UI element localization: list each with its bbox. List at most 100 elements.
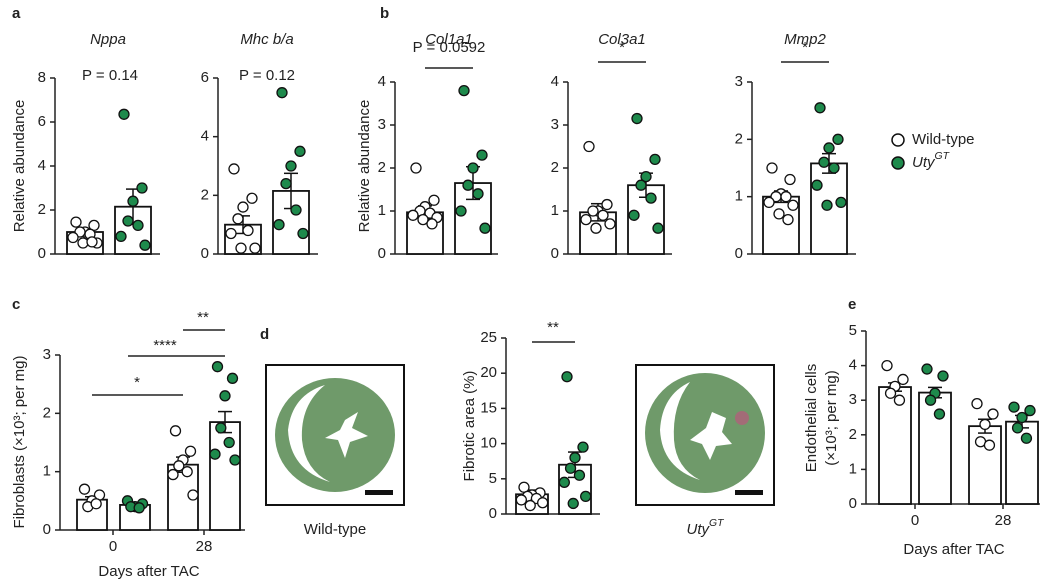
y-tick-label: 0 xyxy=(849,495,857,512)
y-axis-label: Relative abundance xyxy=(11,100,28,233)
legend-label-sup: GT xyxy=(935,151,950,162)
y-axis-label: (×10³; per mg) xyxy=(823,370,840,465)
y-tick-label: 2 xyxy=(38,201,46,218)
y-tick-label: 5 xyxy=(489,470,497,487)
y-tick-label: 0 xyxy=(378,245,386,262)
scale-bar xyxy=(735,490,763,495)
data-point xyxy=(1016,411,1028,424)
data-point xyxy=(215,422,227,434)
y-tick-label: 1 xyxy=(551,202,559,219)
data-point xyxy=(515,494,527,506)
bar xyxy=(209,421,241,531)
fibrotic-region xyxy=(735,411,749,425)
data-point xyxy=(455,205,467,217)
x-axis-label: Days after TAC xyxy=(903,541,1004,558)
y-tick-label: 0 xyxy=(38,245,46,262)
y-tick-label: 1 xyxy=(849,460,857,477)
y-tick-label: 4 xyxy=(378,73,386,90)
data-point xyxy=(223,436,235,449)
y-tick-label: 2 xyxy=(43,404,51,421)
data-point xyxy=(924,394,937,406)
y-tick-label: 1 xyxy=(43,463,51,480)
significance-label: **** xyxy=(153,337,177,354)
data-point xyxy=(78,483,91,495)
y-tick-label: 4 xyxy=(38,157,46,174)
x-axis-label: Days after TAC xyxy=(98,563,199,580)
data-point xyxy=(983,439,996,451)
y-tick-label: 8 xyxy=(38,69,46,86)
data-point xyxy=(766,162,778,174)
legend-marker xyxy=(891,133,905,147)
data-point xyxy=(597,209,609,221)
data-point xyxy=(211,361,224,373)
ventricle-cavity xyxy=(288,385,330,482)
data-point xyxy=(971,398,983,410)
data-point xyxy=(136,182,148,194)
chart-title: Mmp2 xyxy=(784,31,826,48)
y-tick-label: 6 xyxy=(38,113,46,130)
x-tick-label: 0 xyxy=(911,512,919,529)
y-tick-label: 25 xyxy=(480,329,497,346)
data-point xyxy=(232,213,244,225)
y-tick-label: 2 xyxy=(849,426,857,443)
data-point xyxy=(90,498,102,510)
y-tick-label: 4 xyxy=(551,73,559,90)
data-point xyxy=(577,441,589,453)
data-point xyxy=(628,209,640,221)
data-point xyxy=(1008,401,1020,413)
chart-title: Nppa xyxy=(90,31,126,48)
data-point xyxy=(567,497,579,510)
data-point xyxy=(590,222,602,234)
significance-label: ** xyxy=(547,319,559,336)
data-point xyxy=(428,194,440,206)
bar xyxy=(878,386,912,505)
y-tick-label: 10 xyxy=(480,435,497,452)
data-point xyxy=(649,153,661,166)
y-tick-label: 0 xyxy=(43,521,51,538)
y-tick-label: 5 xyxy=(849,322,857,339)
panel-letter: c xyxy=(12,296,20,313)
significance-label: * xyxy=(619,39,625,56)
data-point xyxy=(823,142,835,154)
y-tick-label: 0 xyxy=(551,245,559,262)
data-point xyxy=(645,192,657,204)
data-point xyxy=(881,359,893,372)
bar xyxy=(1005,420,1039,505)
significance-label: P = 0.0592 xyxy=(413,39,486,56)
legend-label-main: Uty xyxy=(912,154,936,171)
data-point xyxy=(580,213,592,226)
y-tick-label: 2 xyxy=(201,186,209,203)
data-point xyxy=(1024,404,1036,417)
data-point xyxy=(787,199,799,211)
data-point xyxy=(458,84,470,97)
data-point xyxy=(1011,422,1024,434)
data-point xyxy=(921,363,933,375)
data-point xyxy=(219,390,231,402)
data-point xyxy=(249,242,261,254)
data-point xyxy=(122,215,134,227)
data-point xyxy=(937,370,949,382)
data-point xyxy=(814,102,826,114)
data-point xyxy=(573,469,586,481)
data-point xyxy=(228,163,240,175)
y-axis-label: Relative abundance xyxy=(356,100,373,233)
y-tick-label: 20 xyxy=(480,364,497,381)
panel-letter: b xyxy=(380,5,389,22)
y-tick-label: 2 xyxy=(551,159,559,176)
data-point xyxy=(462,179,474,191)
chart-title: Mhc b/a xyxy=(240,31,293,48)
y-tick-label: 2 xyxy=(378,159,386,176)
data-point xyxy=(273,219,285,231)
y-tick-label: 0 xyxy=(735,245,743,262)
data-point xyxy=(782,213,794,226)
data-point xyxy=(467,162,479,174)
data-point xyxy=(1020,432,1033,444)
data-point xyxy=(86,236,98,248)
data-point xyxy=(893,394,906,406)
chart-title: Col1a1 xyxy=(425,31,473,48)
data-point xyxy=(818,156,830,168)
y-tick-label: 4 xyxy=(849,357,857,374)
y-tick-label: 3 xyxy=(378,116,386,133)
lumen xyxy=(325,412,368,458)
